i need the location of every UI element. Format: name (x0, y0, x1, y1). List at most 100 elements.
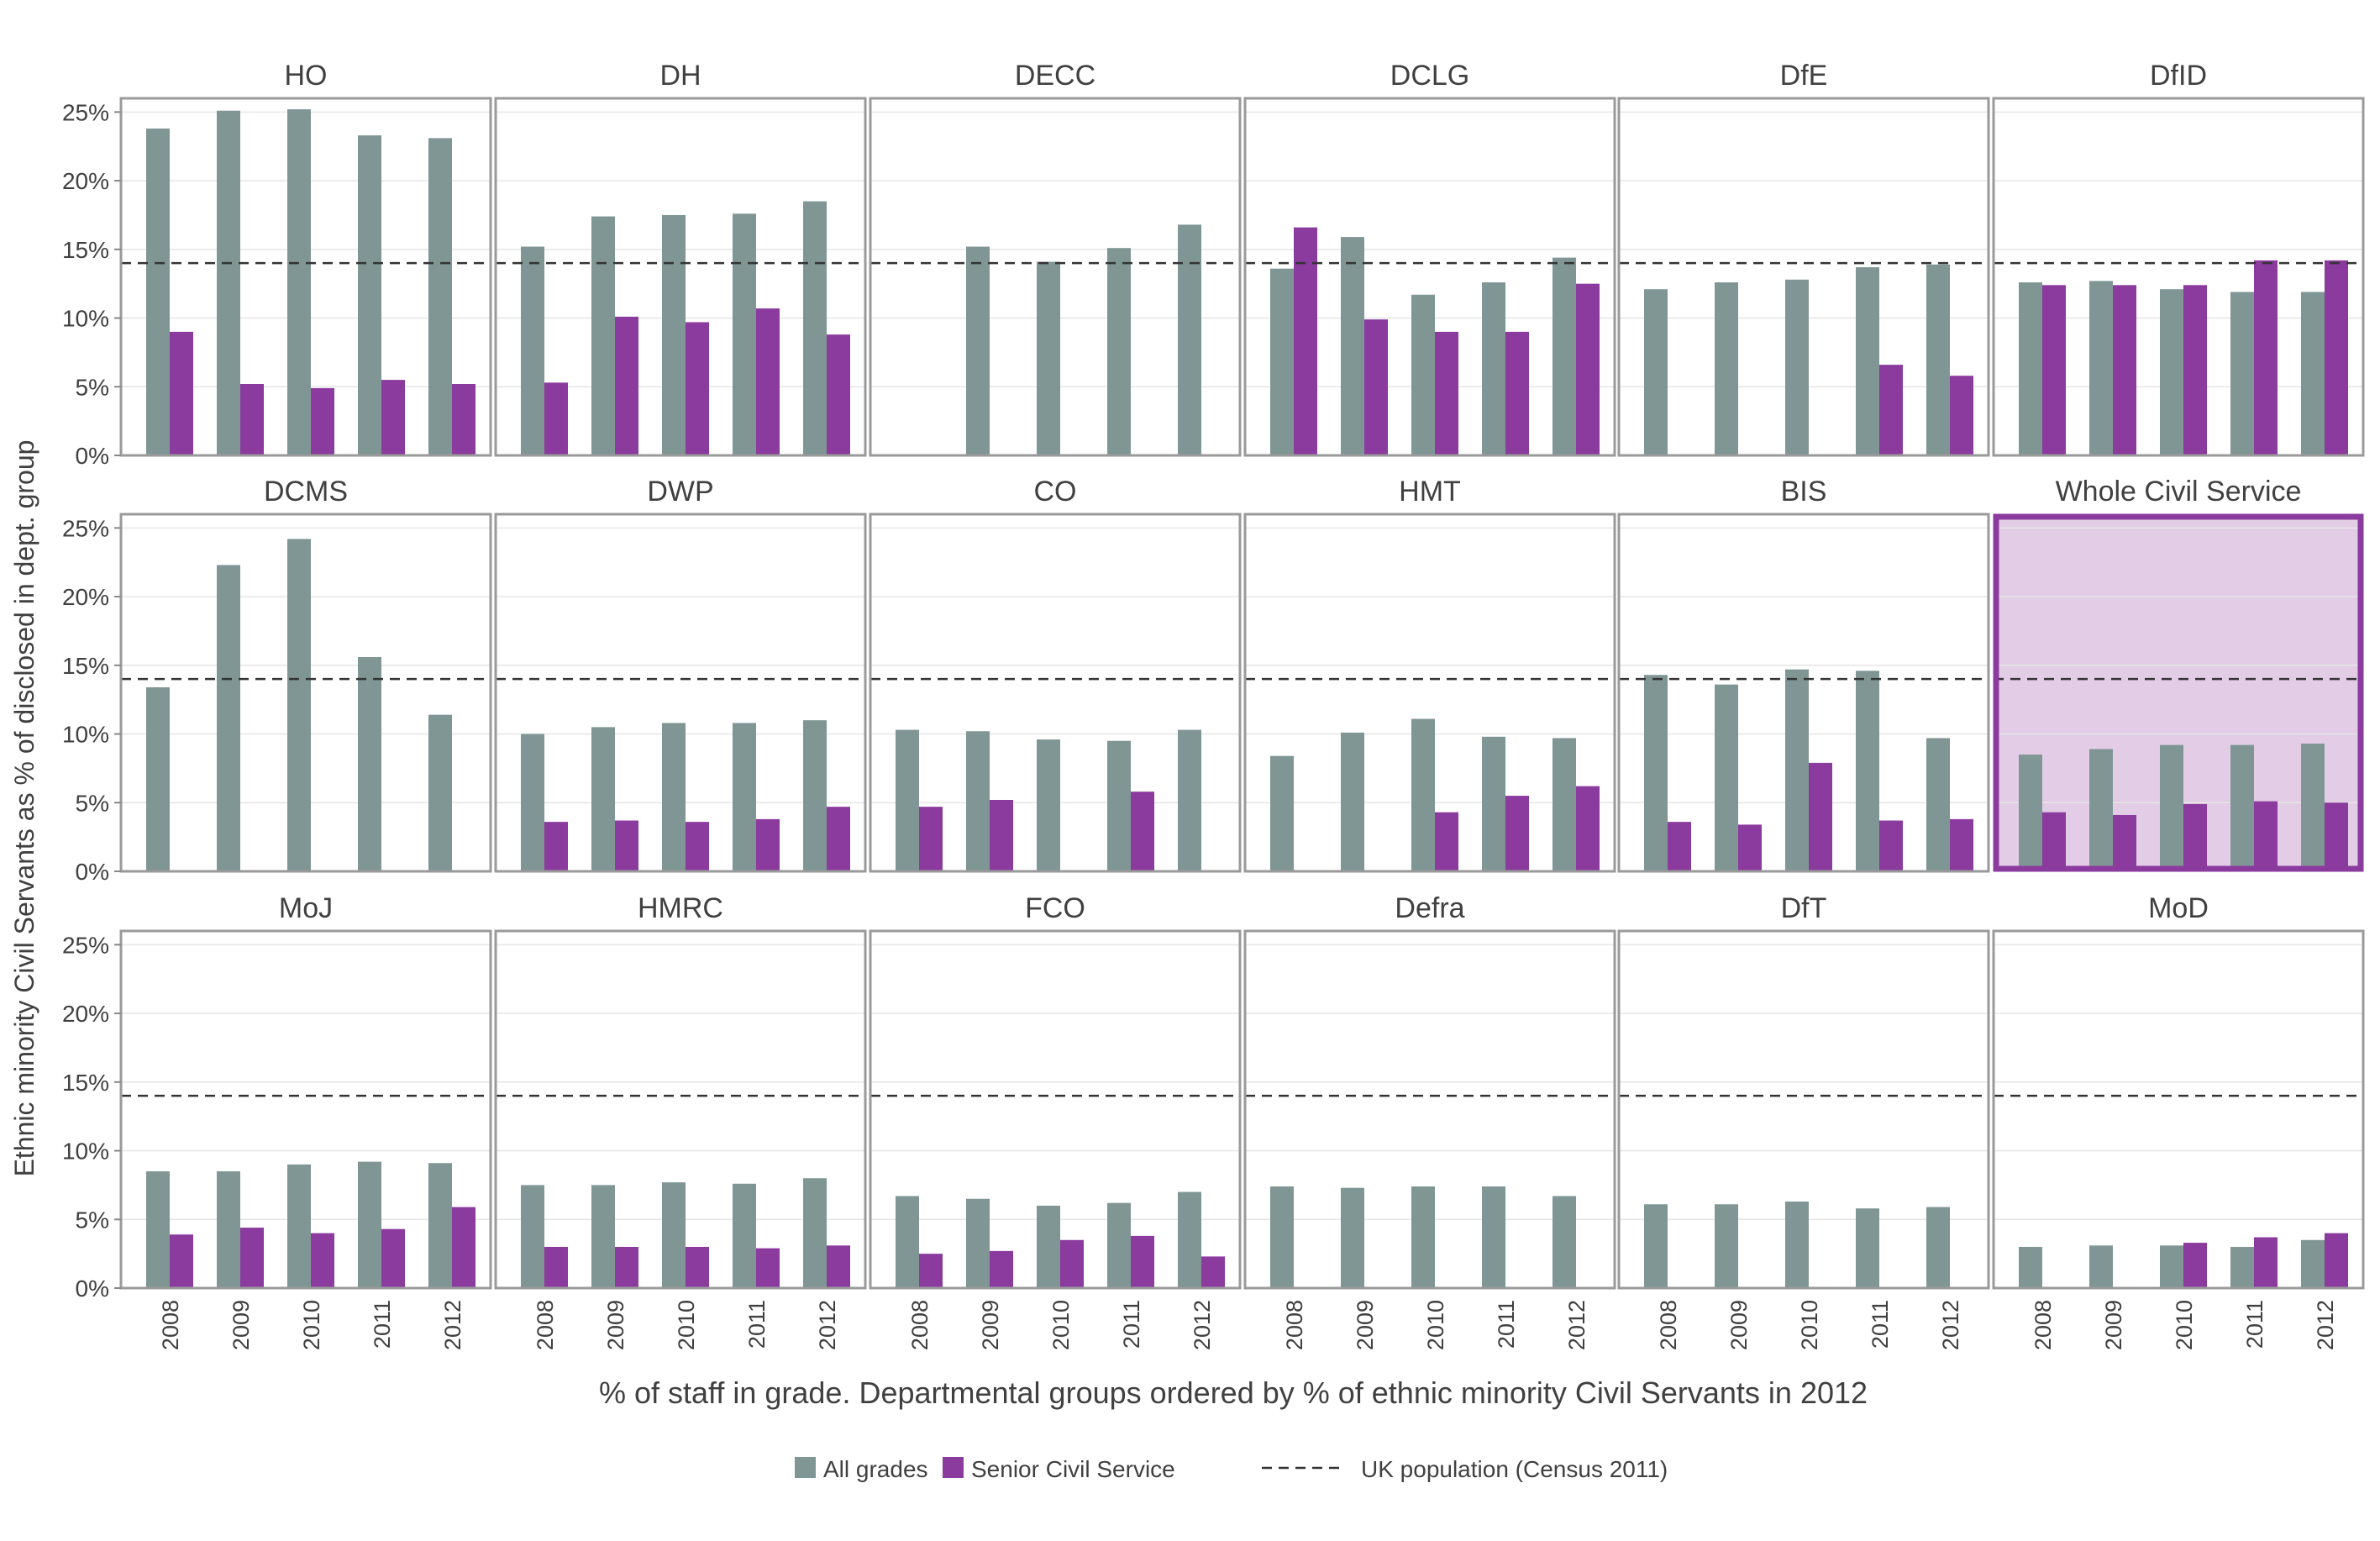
x-tick-label: 2008 (2031, 1300, 2056, 1350)
bar-senior-civil-service (170, 1234, 193, 1288)
bar-senior-civil-service (1060, 1239, 1084, 1288)
x-tick-label: 2012 (1564, 1300, 1589, 1350)
panel-title: DfT (1781, 892, 1827, 924)
panel-border (1992, 929, 2365, 1290)
panel-title: HMRC (638, 892, 723, 924)
bar-all-grades (1715, 684, 1738, 871)
bar-senior-civil-service (1435, 331, 1458, 455)
highlight-panel-border (1993, 513, 2364, 872)
bar-all-grades (146, 128, 170, 455)
x-tick-label: 2010 (299, 1300, 324, 1350)
panel-border (1243, 97, 1616, 457)
bar-all-grades (1856, 671, 1879, 871)
bar-all-grades (1270, 755, 1294, 871)
bar-all-grades (1107, 248, 1131, 455)
bar-all-grades (287, 539, 311, 871)
y-tick-label: 10% (62, 1139, 109, 1165)
x-tick-label: 2012 (815, 1300, 840, 1350)
bar-senior-civil-service (827, 807, 850, 871)
panel-title: DWP (647, 476, 713, 508)
bar-all-grades (2230, 744, 2254, 871)
y-tick-label: 20% (62, 584, 109, 610)
x-tick-label: 2011 (744, 1300, 770, 1349)
bar-all-grades (1482, 282, 1505, 455)
bar-all-grades (2089, 1245, 2113, 1288)
legend-label-senior-civil-service: Senior Civil Service (971, 1456, 1175, 1482)
x-tick-label: 2010 (674, 1300, 699, 1350)
panel-title: Whole Civil Service (2056, 476, 2302, 508)
bar-senior-civil-service (240, 1228, 264, 1288)
bar-all-grades (1178, 1191, 1201, 1288)
panel-border (1617, 97, 1990, 457)
panel-title: HO (285, 60, 328, 92)
x-tick-label: 2012 (1190, 1300, 1215, 1350)
panel-border (1243, 513, 1616, 873)
bar-senior-civil-service (615, 1246, 638, 1288)
bar-senior-civil-service (1809, 762, 1832, 871)
bar-senior-civil-service (2183, 1243, 2207, 1288)
panel-title: BIS (1781, 476, 1827, 508)
bar-senior-civil-service (827, 334, 850, 455)
bar-senior-civil-service (381, 1228, 405, 1288)
x-tick-label: 2011 (2242, 1300, 2267, 1349)
bar-senior-civil-service (1201, 1256, 1225, 1288)
bar-all-grades (217, 110, 240, 455)
bar-all-grades (1107, 740, 1131, 871)
x-tick-label: 2011 (1494, 1300, 1519, 1349)
bar-all-grades (591, 1185, 615, 1288)
bar-all-grades (2301, 292, 2325, 455)
bar-senior-civil-service (170, 331, 193, 455)
bar-all-grades (1037, 261, 1060, 455)
x-tick-label: 2008 (158, 1300, 183, 1350)
bar-senior-civil-service (1131, 792, 1154, 871)
legend-swatch-all-grades (795, 1457, 816, 1478)
bar-all-grades (1715, 1204, 1738, 1288)
x-tick-label: 2008 (1656, 1300, 1681, 1350)
y-tick-label: 5% (76, 374, 109, 400)
bar-all-grades (1037, 1205, 1060, 1288)
y-tick-label: 10% (62, 306, 109, 332)
bar-senior-civil-service (1364, 319, 1388, 455)
y-tick-label: 15% (62, 653, 109, 679)
x-tick-label: 2009 (978, 1300, 1003, 1350)
bar-senior-civil-service (686, 822, 709, 871)
bar-all-grades (2019, 282, 2042, 455)
bar-senior-civil-service (756, 818, 780, 871)
bar-all-grades (1553, 738, 1576, 871)
bar-all-grades (733, 213, 756, 456)
bar-senior-civil-service (615, 820, 638, 871)
bar-senior-civil-service (1576, 786, 1600, 871)
bar-senior-civil-service (452, 1207, 475, 1288)
x-tick-label: 2012 (2313, 1300, 2338, 1350)
bar-all-grades (662, 1182, 686, 1288)
bar-all-grades (1553, 257, 1576, 455)
bar-senior-civil-service (2042, 812, 2066, 871)
bar-all-grades (2230, 1246, 2254, 1288)
bar-all-grades (2089, 749, 2113, 871)
y-tick-label: 15% (62, 237, 109, 263)
y-tick-label: 20% (62, 1001, 109, 1027)
x-tick-label: 2008 (533, 1300, 558, 1350)
x-tick-label: 2009 (603, 1300, 628, 1350)
bar-senior-civil-service (1131, 1235, 1154, 1288)
bar-senior-civil-service (1576, 283, 1600, 455)
bar-all-grades (2160, 744, 2183, 871)
panel-border (494, 97, 867, 457)
bar-all-grades (896, 729, 919, 871)
panel-border (869, 513, 1242, 873)
panel-title: DCLG (1390, 60, 1469, 92)
bar-all-grades (966, 731, 990, 871)
bar-all-grades (521, 1185, 544, 1288)
bar-all-grades (591, 727, 615, 871)
x-tick-label: 2009 (1353, 1300, 1378, 1350)
x-tick-label: 2009 (229, 1300, 254, 1350)
bar-all-grades (287, 109, 311, 456)
bar-all-grades (1178, 729, 1201, 871)
panel-border (1617, 929, 1990, 1290)
bar-senior-civil-service (2325, 1233, 2348, 1288)
bar-all-grades (1856, 1208, 1879, 1288)
bar-all-grades (1270, 1186, 1294, 1288)
panel-title: CO (1034, 476, 1077, 508)
bar-senior-civil-service (756, 1248, 780, 1288)
bar-all-grades (358, 1161, 381, 1288)
